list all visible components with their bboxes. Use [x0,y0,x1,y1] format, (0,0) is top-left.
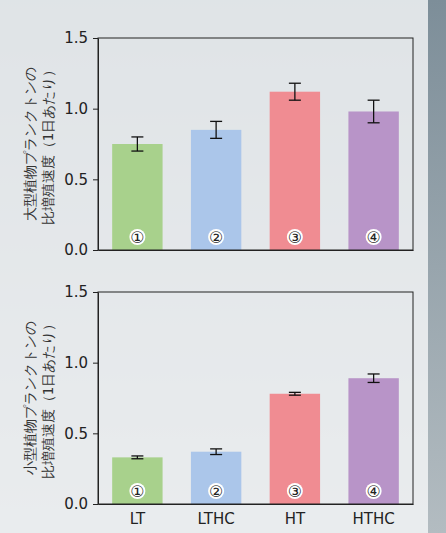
x-tick: HTHC [353,504,395,528]
error-bar-cap [368,122,380,123]
error-bar-cap [210,121,222,122]
x-axis-line [99,250,414,251]
bar [191,130,241,250]
y-tick-mark [93,250,98,251]
x-axis: LT LTHC HT HTHC [99,504,414,528]
error-bar-cap [368,100,380,101]
error-bar-cap [131,458,143,459]
y-tick-mark [93,38,98,39]
y-tick: 1.0 [64,354,98,372]
y-tick-mark [93,292,98,293]
error-bar-cap [289,100,301,101]
x-tick-label: LT [130,510,146,528]
error-bar [210,449,222,455]
y-tick: 1.5 [64,283,98,301]
plot-area [112,83,399,250]
y-axis-title: 大型植物プランクトンの [22,67,38,221]
error-bar [289,392,301,395]
bar [112,144,162,250]
y-tick-mark [93,363,98,364]
x-tick-label: HTHC [353,510,395,528]
y-tick-label: 0.5 [64,425,88,443]
error-bar-cap [289,392,301,393]
background [0,0,446,533]
x-axis [99,250,414,252]
error-bar [368,100,380,123]
error-bar-stem [294,83,295,100]
error-bar-cap [289,395,301,396]
y-tick: 1.0 [64,100,98,118]
y-tick-mark [93,504,98,505]
x-tick: LTHC [198,504,235,528]
y-axis-title: 比増殖速度（1日あたり） [40,63,56,226]
error-bar-cap [289,83,301,84]
bar-label: ③ [288,228,302,247]
bar-label: ④ [366,482,380,501]
bar [112,457,162,504]
panel: ① ② ③ ④ 0.0 0.5 1.0 1.5 LT LTHC HT HTHC 小型植物プランクトンの比… [22,283,414,527]
bar-label: ② [209,228,223,247]
y-tick-label: 0.5 [64,171,88,189]
panel-background [0,0,428,533]
error-bar-stem [215,449,216,455]
error-bar-stem [215,121,216,138]
x-tick-label: LTHC [198,510,235,528]
y-axis: 0.0 0.5 1.0 1.5 [64,283,98,513]
y-axis: 0.0 0.5 1.0 1.5 [64,29,98,259]
y-tick-label: 1.5 [64,29,88,47]
error-bar [131,137,143,151]
bar-label: ② [209,482,223,501]
bar [270,394,320,504]
y-tick-label: 1.0 [64,354,88,372]
y-axis-line [98,293,99,505]
y-tick: 0.5 [64,171,98,189]
plot-frame [98,38,413,250]
error-bar-cap [210,454,222,455]
error-bar [210,121,222,138]
bar [348,378,398,504]
y-tick: 0.0 [64,495,98,513]
bar-label: ③ [288,482,302,501]
y-tick-label: 1.0 [64,100,88,118]
y-axis-title: 比増殖速度（1日あたり） [40,317,56,480]
x-tick-label: HT [285,510,306,528]
error-bar [289,83,301,100]
x-axis-line [99,504,414,505]
error-bar-cap [131,150,143,151]
y-tick: 0.0 [64,241,98,259]
y-axis-title: 小型植物プランクトンの [22,321,38,475]
x-tick: LT [130,504,146,528]
x-tick: HT [285,504,306,528]
error-bar-cap [131,455,143,456]
bar [270,92,320,250]
error-bar-cap [210,138,222,139]
y-tick-mark [93,433,98,434]
y-tick-label: 1.5 [64,283,88,301]
y-tick-mark [93,109,98,110]
y-tick: 1.5 [64,29,98,47]
error-bar-cap [210,448,222,449]
bar-label: ① [130,228,144,247]
error-bar [131,456,143,459]
error-bar-cap [368,382,380,383]
y-tick: 0.5 [64,425,98,443]
plot-frame [98,292,413,504]
bar-label: ④ [366,228,380,247]
error-bar [368,374,380,382]
error-bar-stem [137,137,138,151]
panel: ① ② ③ ④ 0.0 0.5 1.0 1.5 大型植物プランクトンの比増殖速度（1日あたり） [22,29,414,259]
bar [191,452,241,504]
plot-area [112,374,399,504]
y-axis-line [98,39,99,251]
bar-label: ① [130,482,144,501]
y-tick-label: 0.0 [64,495,88,513]
error-bar-stem [373,100,374,123]
error-bar-cap [368,373,380,374]
bar [348,111,398,250]
y-tick-mark [93,179,98,180]
error-bar-stem [373,374,374,382]
y-tick-label: 0.0 [64,241,88,259]
error-bar-cap [131,136,143,137]
